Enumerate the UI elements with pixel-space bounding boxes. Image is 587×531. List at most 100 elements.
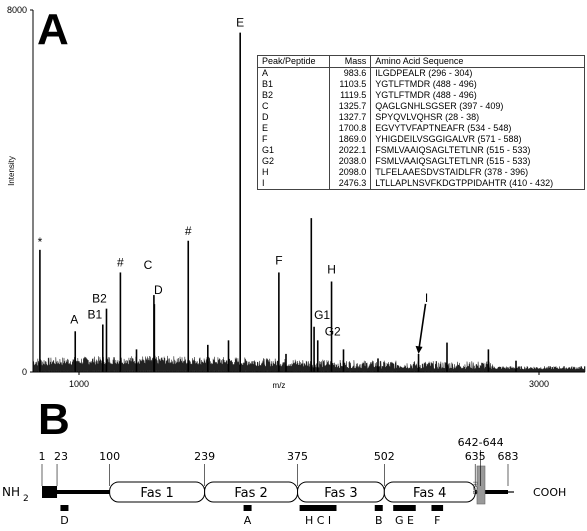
peptide-table-row: D 1327.7 SPYQVLVQHSR (28 - 38) xyxy=(257,112,585,123)
n-terminus-subscript: 2 xyxy=(23,494,29,504)
peak-label: B2 xyxy=(92,292,107,306)
position-label: 642-644 xyxy=(458,436,504,449)
peptide-table-row: B1 1103.5 YGTLFTMDR (488 - 496) xyxy=(257,79,585,90)
peak-label: G1 xyxy=(314,308,330,322)
fas-domain-label: Fas 1 xyxy=(140,486,173,501)
peptide-table-row: G1 2022.1 FSMLVAAIQSAGLTETLNR (515 - 533) xyxy=(257,145,585,156)
position-label: 683 xyxy=(498,450,519,463)
c-terminus-label: COOH xyxy=(533,486,566,499)
spectrum-trace xyxy=(32,32,586,373)
peak-label: B1 xyxy=(87,307,102,321)
peptide-coverage-bar xyxy=(431,505,444,511)
x-tick-label: 3000 xyxy=(529,379,549,389)
cell-peak: E xyxy=(257,123,330,134)
position-label: 502 xyxy=(374,450,395,463)
cell-peak: B1 xyxy=(257,79,330,90)
peptide-table-row: I 2476.3 LTLLAPLNSVFKDGTPPIDAHTR (410 - 43… xyxy=(257,178,585,190)
peak-label: C xyxy=(144,258,153,272)
cell-mass: 2098.0 xyxy=(328,167,372,178)
cell-peak: D xyxy=(257,112,330,123)
panel-a-letter: A xyxy=(37,5,69,54)
peak-i-arrow xyxy=(417,303,427,353)
fas-domain-box xyxy=(383,481,476,503)
y-tick-label: 8000 xyxy=(7,5,27,15)
cell-peak: G1 xyxy=(257,145,330,156)
cell-sequence: YGTLFTMDR (488 - 496) xyxy=(370,79,585,90)
n-terminus-label: NH xyxy=(2,485,20,499)
peptide-table-row: F 1869.0 YHIGDEILVSGGIGALVR (571 - 588) xyxy=(257,134,585,145)
peptide-table-row: C 1325.7 QAGLGNHLSGSER (397 - 409) xyxy=(257,101,585,112)
cell-peak: B2 xyxy=(257,90,330,101)
cell-sequence: LTLLAPLNSVFKDGTPPIDAHTR (410 - 432) xyxy=(370,178,585,190)
peptide-coverage-bar xyxy=(243,505,252,511)
peak-label: D xyxy=(154,283,163,297)
signal-peptide-box xyxy=(42,486,58,498)
peak-label: # xyxy=(185,224,192,238)
cell-mass: 1327.7 xyxy=(328,112,372,123)
peak-label: # xyxy=(117,255,124,269)
cell-mass: 1119.5 xyxy=(328,90,372,101)
peptide-coverage-label: D xyxy=(60,514,68,527)
y-tick-label: 0 xyxy=(22,367,27,377)
peptide-table-row: G2 2038.0 FSMLVAAIQSAGLTETLNR (515 - 533) xyxy=(257,156,585,167)
position-label: 100 xyxy=(99,450,120,463)
rgd-motif-box xyxy=(476,465,486,505)
peptide-coverage-label: A xyxy=(244,514,252,527)
peptide-table-row: E 1700.8 EGVYTVFAPTNEAFR (534 - 548) xyxy=(257,123,585,134)
arrow-head-icon xyxy=(415,345,423,354)
rgd-label: RGD xyxy=(471,481,477,495)
fas-domain-label: Fas 3 xyxy=(324,486,357,501)
header-peak: Peak/Peptide xyxy=(257,55,330,68)
peptide-table-row: H 2098.0 TLFELAAESDVSTAIDLFR (378 - 396) xyxy=(257,167,585,178)
position-label: 635 xyxy=(465,450,486,463)
header-sequence: Amino Acid Sequence xyxy=(370,55,585,68)
cell-peak: G2 xyxy=(257,156,330,167)
peak-label: F xyxy=(275,253,282,267)
cell-mass: 1869.0 xyxy=(328,134,372,145)
fas-domain-label: Fas 4 xyxy=(413,486,446,501)
peptide-coverage-label: G E xyxy=(395,514,414,527)
cell-sequence: YGTLFTMDR (488 - 496) xyxy=(370,90,585,101)
cell-peak: F xyxy=(257,134,330,145)
peak-label: E xyxy=(236,16,244,30)
peptide-coverage-bar xyxy=(374,505,383,511)
peptide-coverage-bar xyxy=(393,505,416,511)
peptide-table-header-row: Peak/Peptide Mass Amino Acid Sequence xyxy=(257,55,585,68)
peptide-coverage-bar xyxy=(299,505,337,511)
y-axis-label: Intensity xyxy=(7,156,16,186)
position-label: 375 xyxy=(287,450,308,463)
cell-mass: 1700.8 xyxy=(328,123,372,134)
cell-sequence: YHIGDEILVSGGIGALVR (571 - 588) xyxy=(370,134,585,145)
cell-sequence: QAGLGNHLSGSER (397 - 409) xyxy=(370,101,585,112)
protein-domain-map: Fas 1 Fas 2 Fas 3 Fas 4 RGD 1 23 100 239 375 502 63… xyxy=(2,436,566,527)
cell-sequence: EGVYTVFAPTNEAFR (534 - 548) xyxy=(370,123,585,134)
peptide-coverage-label: F xyxy=(434,514,440,527)
chart-axes: 0 8000 1000 3000 m/z Intensity xyxy=(7,5,585,390)
cell-sequence: TLFELAAESDVSTAIDLFR (378 - 396) xyxy=(370,167,585,178)
cell-mass: 1325.7 xyxy=(328,101,372,112)
peptide-coverage-bar xyxy=(60,505,69,511)
fas-domain-label: Fas 2 xyxy=(234,486,267,501)
cell-mass: 1103.5 xyxy=(328,79,372,90)
position-label: 23 xyxy=(54,450,68,463)
panel-b-letter: B xyxy=(38,395,70,444)
x-axis-label: m/z xyxy=(273,381,286,390)
cell-sequence: SPYQVLVQHSR (28 - 38) xyxy=(370,112,585,123)
cell-mass: 2476.3 xyxy=(328,178,372,190)
peak-label: I xyxy=(425,291,428,305)
peak-label: H xyxy=(327,263,336,277)
header-mass: Mass xyxy=(328,55,372,68)
cell-sequence: FSMLVAAIQSAGLTETLNR (515 - 533) xyxy=(370,156,585,167)
cell-mass: 983.6 xyxy=(328,67,372,79)
cell-mass: 2022.1 xyxy=(328,145,372,156)
spectrum-baseline xyxy=(32,355,586,373)
peak-label: * xyxy=(38,235,43,249)
peptide-coverage-label: B xyxy=(375,514,383,527)
cell-peak: I xyxy=(257,178,330,190)
cell-peak: C xyxy=(257,101,330,112)
peptide-table-row: B2 1119.5 YGTLFTMDR (488 - 496) xyxy=(257,90,585,101)
position-label: 239 xyxy=(194,450,215,463)
